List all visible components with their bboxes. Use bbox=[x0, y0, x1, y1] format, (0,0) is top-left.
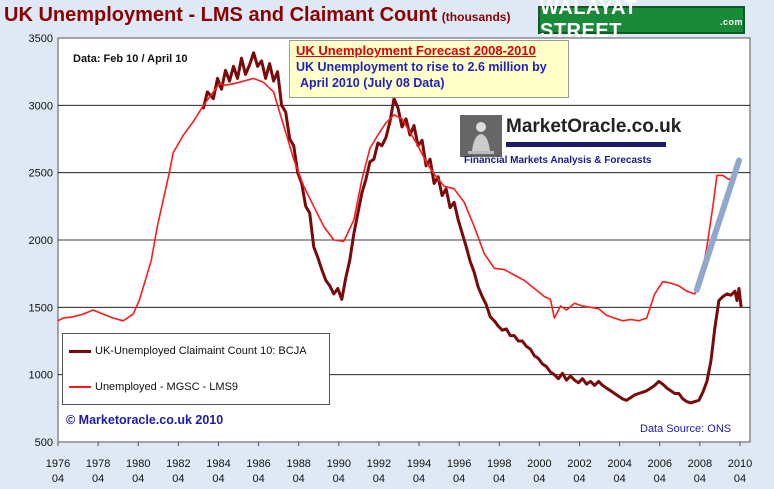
forecast-line-1: UK Unemployment to rise to 2.6 million b… bbox=[296, 60, 547, 74]
x-tick-year: 1976 bbox=[46, 458, 70, 470]
x-tick-month: 04 bbox=[212, 473, 224, 485]
x-tick-year: 1986 bbox=[246, 458, 270, 470]
x-tick-year: 1988 bbox=[286, 458, 310, 470]
y-tick-label: 500 bbox=[35, 437, 53, 449]
y-tick-label: 2000 bbox=[29, 235, 53, 247]
data-note: Data: Feb 10 / April 10 bbox=[73, 53, 188, 65]
x-tick-month: 04 bbox=[533, 473, 545, 485]
x-tick-month: 04 bbox=[132, 473, 144, 485]
x-tick-year: 2008 bbox=[688, 458, 712, 470]
brand-suffix: .com bbox=[719, 17, 743, 27]
forecast-trend-line bbox=[693, 157, 742, 293]
logo-bar bbox=[506, 142, 666, 147]
title-units: (thousands) bbox=[441, 10, 511, 24]
x-tick-year: 1994 bbox=[407, 458, 431, 470]
x-tick-month: 04 bbox=[694, 473, 706, 485]
copyright-text: © Marketoracle.co.uk 2010 bbox=[66, 413, 224, 427]
x-tick-year: 2002 bbox=[567, 458, 591, 470]
x-tick-month: 04 bbox=[453, 473, 465, 485]
forecast-box: UK Unemployment Forecast 2008-2010 UK Un… bbox=[289, 40, 569, 98]
x-tick-month: 04 bbox=[734, 473, 746, 485]
brand-name: WALAYAT STREET bbox=[540, 0, 638, 42]
x-tick-month: 04 bbox=[413, 473, 425, 485]
x-tick-year: 1996 bbox=[447, 458, 471, 470]
x-tick-year: 1980 bbox=[126, 458, 150, 470]
x-tick-month: 04 bbox=[654, 473, 666, 485]
logo-name: MarketOracle.co.uk bbox=[506, 116, 682, 137]
legend-label-lms: Unemployed - MGSC - LMS9 bbox=[95, 381, 239, 393]
lms-unemployed-line bbox=[57, 77, 736, 322]
x-tick-month: 04 bbox=[493, 473, 505, 485]
x-tick-year: 2006 bbox=[647, 458, 671, 470]
series-layer bbox=[57, 51, 743, 405]
x-tick-month: 04 bbox=[52, 473, 64, 485]
data-source: Data Source: ONS bbox=[640, 423, 732, 435]
forecast-line-2: April 2010 (July 08 Data) bbox=[300, 76, 445, 90]
y-tick-label: 1500 bbox=[29, 302, 53, 314]
claimant-count-line bbox=[201, 51, 743, 405]
y-tick-label: 2500 bbox=[29, 168, 53, 180]
x-tick-month: 04 bbox=[293, 473, 305, 485]
x-tick-month: 04 bbox=[573, 473, 585, 485]
chart-legend: UK-Unemployed Claimaint Count 10: BCJA U… bbox=[62, 333, 330, 405]
x-tick-year: 1978 bbox=[86, 458, 110, 470]
x-tick-month: 04 bbox=[172, 473, 184, 485]
x-tick-month: 04 bbox=[613, 473, 625, 485]
x-tick-year: 1982 bbox=[166, 458, 190, 470]
chart-title: UK Unemployment - LMS and Claimant Count… bbox=[4, 4, 510, 27]
brand-logo[interactable]: WALAYAT STREET .com bbox=[538, 0, 745, 42]
marketoracle-logo[interactable]: MarketOracle.co.uk Financial Markets Ana… bbox=[456, 112, 681, 170]
x-tick-month: 04 bbox=[92, 473, 104, 485]
x-tick-month: 04 bbox=[252, 473, 264, 485]
title-main: UK Unemployment - LMS and Claimant Count bbox=[4, 4, 438, 26]
legend-label-claimant: UK-Unemployed Claimaint Count 10: BCJA bbox=[95, 345, 307, 357]
x-tick-year: 1998 bbox=[487, 458, 511, 470]
x-tick-year: 2010 bbox=[728, 458, 752, 470]
legend-swatch-claimant bbox=[69, 349, 91, 353]
legend-swatch-lms bbox=[69, 386, 91, 388]
y-tick-label: 3500 bbox=[29, 33, 53, 45]
x-tick-year: 1992 bbox=[367, 458, 391, 470]
legend-item-claimant: UK-Unemployed Claimaint Count 10: BCJA bbox=[69, 344, 307, 358]
y-tick-label: 1000 bbox=[29, 370, 53, 382]
x-tick-year: 2004 bbox=[607, 458, 631, 470]
forecast-heading: UK Unemployment Forecast 2008-2010 bbox=[296, 43, 536, 58]
x-tick-year: 2000 bbox=[527, 458, 551, 470]
x-tick-month: 04 bbox=[373, 473, 385, 485]
y-tick-label: 3000 bbox=[29, 100, 53, 112]
logo-tagline: Financial Markets Analysis & Forecasts bbox=[464, 155, 652, 166]
x-tick-month: 04 bbox=[333, 473, 345, 485]
x-tick-year: 1990 bbox=[327, 458, 351, 470]
x-tick-year: 1984 bbox=[206, 458, 230, 470]
oracle-figure-icon bbox=[460, 115, 502, 157]
axis-labels: 500 1000 1500 2000 2500 3000 3500 1976 04 1978 04 1… bbox=[29, 33, 753, 485]
legend-item-lms: Unemployed - MGSC - LMS9 bbox=[69, 380, 238, 394]
